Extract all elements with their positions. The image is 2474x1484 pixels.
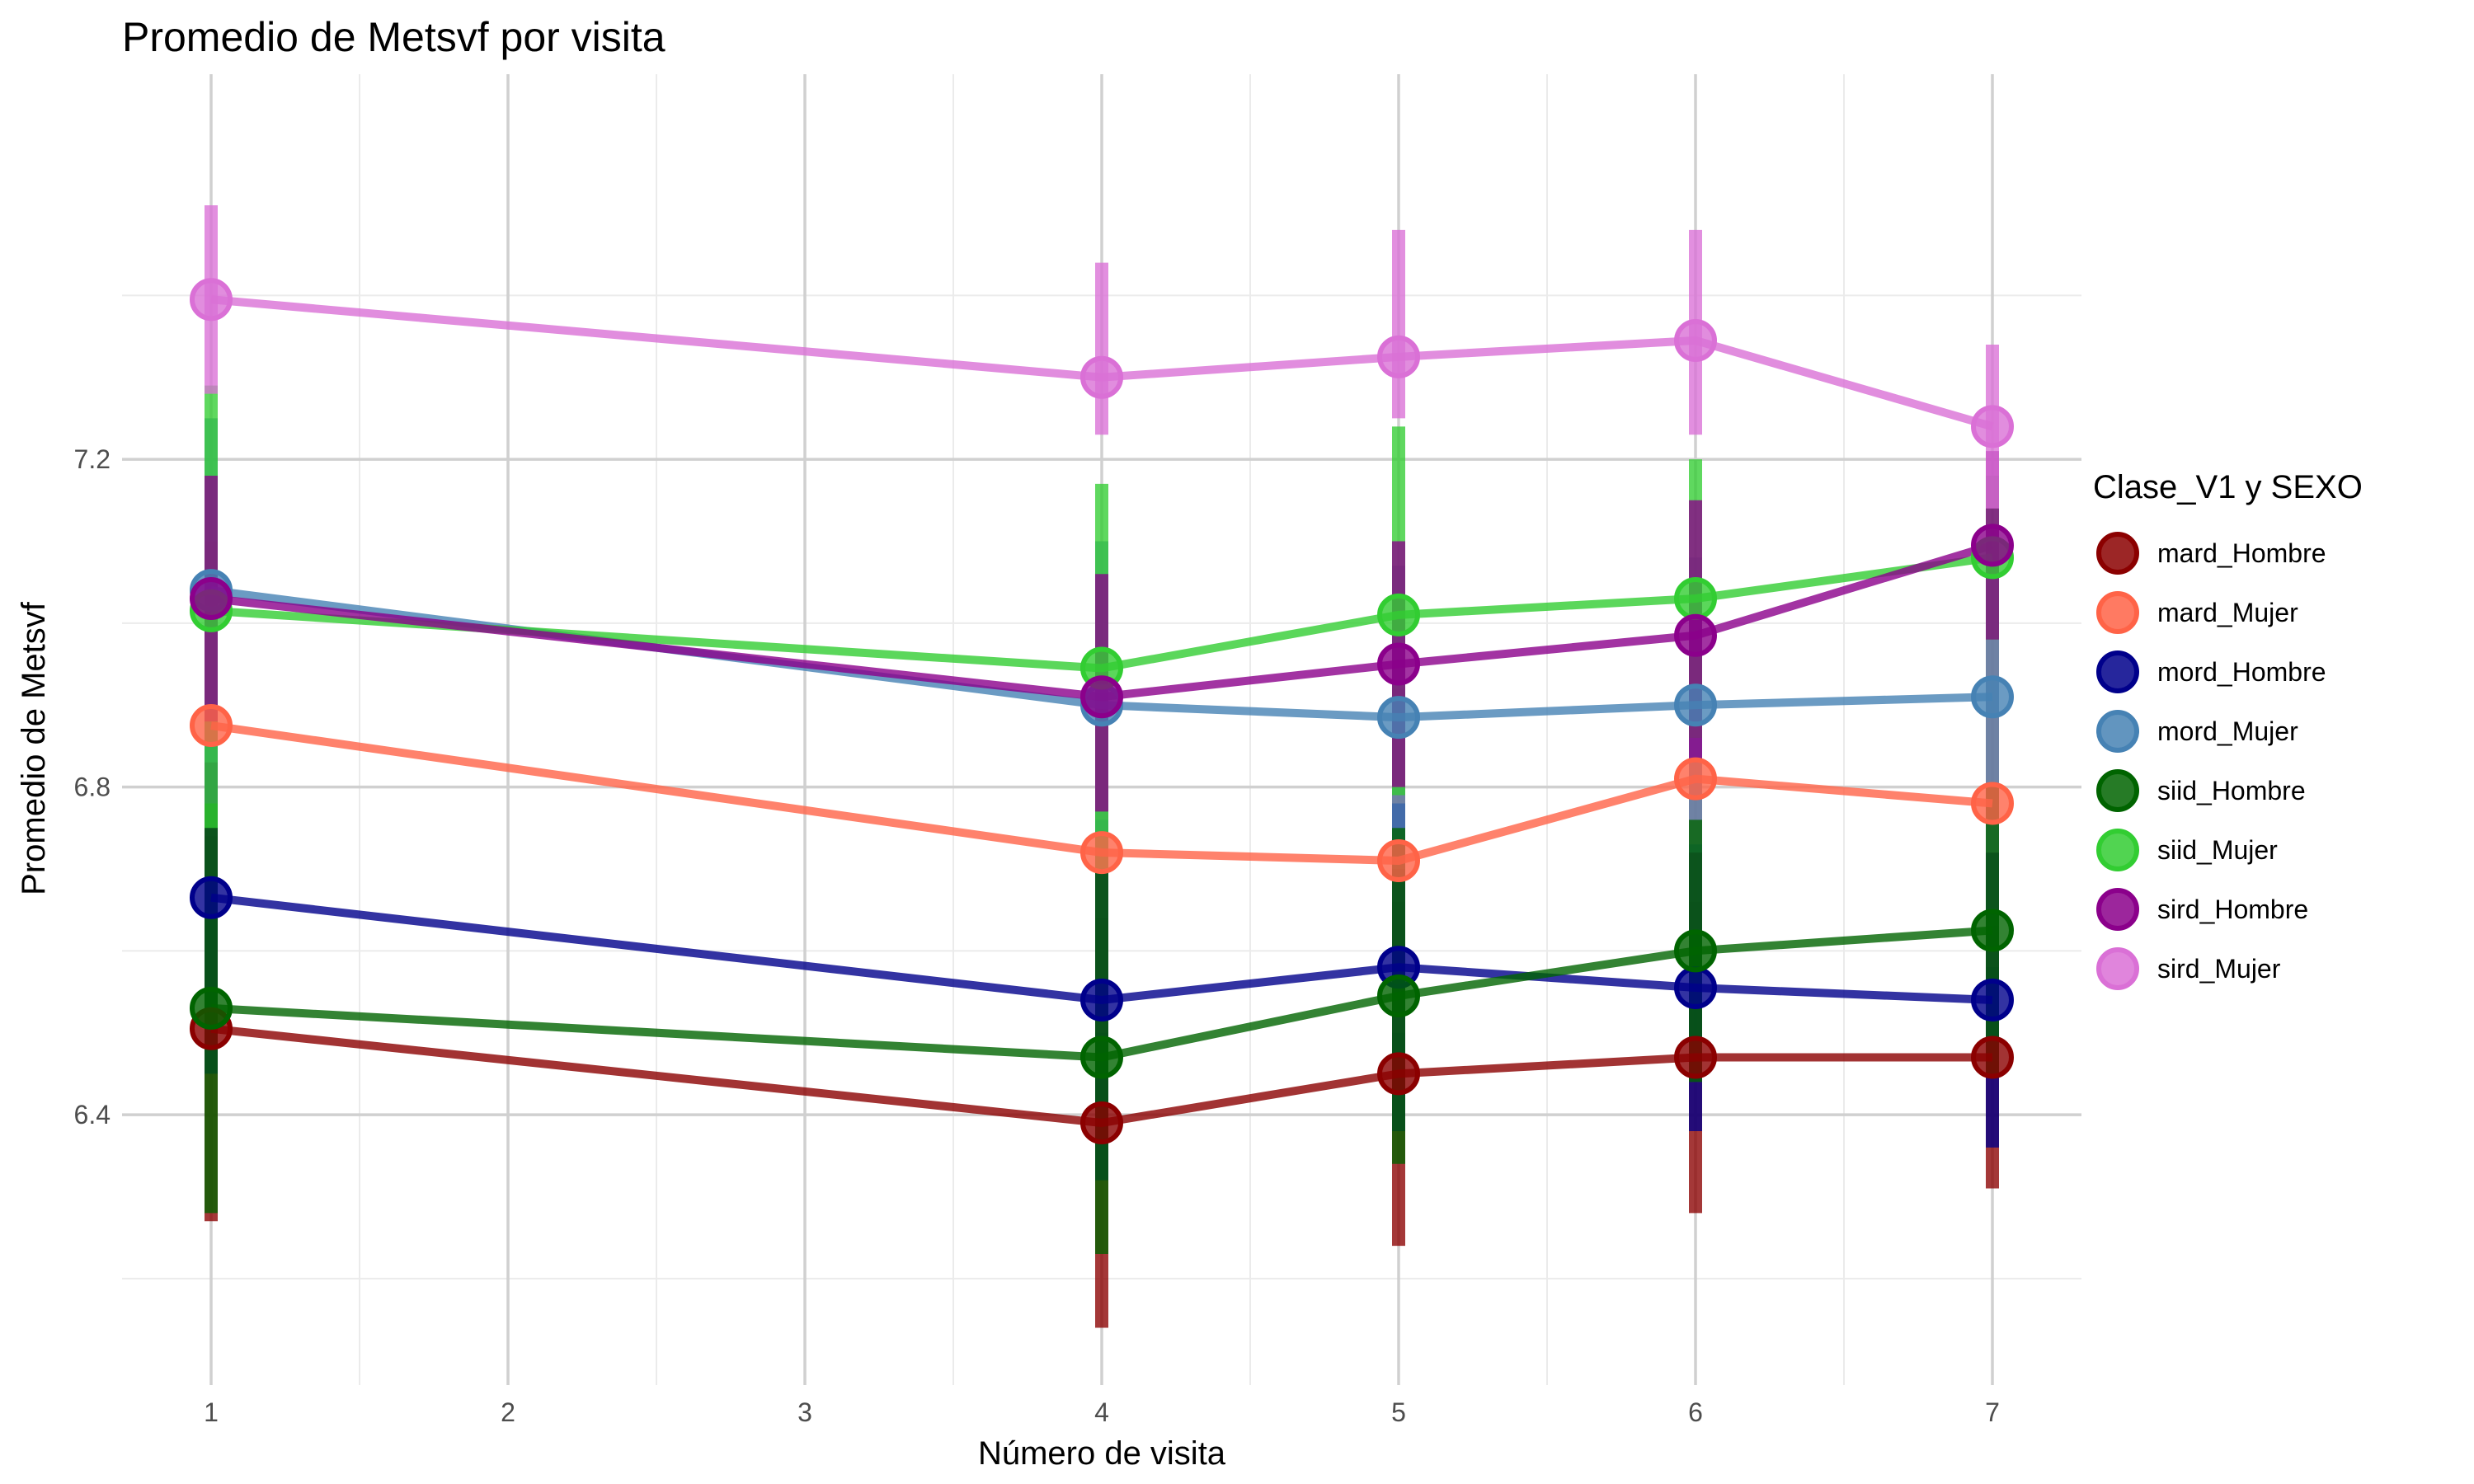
data-point-sird-mujer	[1971, 405, 2014, 448]
data-point-mard-hombre	[1080, 1101, 1123, 1144]
x-axis-title: Número de visita	[978, 1435, 1226, 1472]
data-point-siid-mujer	[1377, 593, 1420, 636]
legend-label-sird-mujer: sird_Mujer	[2157, 954, 2281, 984]
legend-item-siid-hombre: siid_Hombre	[2096, 769, 2306, 812]
legend-item-mard-hombre: mard_Hombre	[2096, 532, 2326, 575]
legend-label-mard-hombre: mard_Hombre	[2157, 538, 2326, 568]
legend-swatch-mard-mujer	[2096, 591, 2139, 634]
data-point-siid-hombre	[190, 986, 233, 1030]
legend-swatch-siid-hombre	[2096, 769, 2139, 812]
legend-label-sird-hombre: sird_Hombre	[2157, 895, 2308, 924]
data-point-mard-mujer	[1377, 839, 1420, 882]
y-tick-label: 6.8	[74, 773, 111, 802]
legend-label-siid-hombre: siid_Hombre	[2157, 776, 2306, 805]
legend-label-mord-mujer: mord_Mujer	[2157, 716, 2298, 746]
legend-item-mord-hombre: mord_Hombre	[2096, 650, 2326, 693]
legend-swatch-mord-hombre	[2096, 650, 2139, 693]
data-point-sird-mujer	[1080, 355, 1123, 399]
legend: Clase_V1 y SEXO mard_Hombre mard_Mujermor…	[2093, 469, 2363, 990]
legend-item-mord-mujer: mord_Mujer	[2096, 710, 2298, 753]
legend-item-mard-mujer: mard_Mujer	[2096, 591, 2298, 634]
legend-swatch-sird-mujer	[2096, 947, 2139, 990]
data-point-mard-mujer	[1971, 782, 2014, 825]
legend-item-siid-mujer: siid_Mujer	[2096, 829, 2278, 871]
legend-swatch-mard-hombre	[2096, 532, 2139, 575]
x-tick-label: 7	[1985, 1397, 2000, 1427]
legend-item-sird-hombre: sird_Hombre	[2096, 888, 2308, 931]
legend-item-sird-mujer: sird_Mujer	[2096, 947, 2281, 990]
data-point-mord-hombre	[190, 876, 233, 919]
data-point-sird-mujer	[1674, 318, 1717, 362]
data-point-mard-hombre	[1674, 1036, 1717, 1079]
data-point-mord-hombre	[1971, 978, 2014, 1021]
data-point-mord-mujer	[1971, 675, 2014, 719]
data-point-mard-mujer	[1080, 831, 1123, 875]
data-point-mard-mujer	[1674, 757, 1717, 801]
x-tick-label: 6	[1688, 1397, 1703, 1427]
data-point-mord-hombre	[1674, 966, 1717, 1010]
legend-swatch-sird-hombre	[2096, 888, 2139, 931]
data-point-mard-hombre	[1377, 1052, 1420, 1096]
data-point-siid-hombre	[1377, 974, 1420, 1017]
legend-label-mard-mujer: mard_Mujer	[2157, 598, 2298, 627]
legend-title: Clase_V1 y SEXO	[2093, 469, 2363, 505]
data-point-sird-hombre	[1674, 613, 1717, 657]
data-point-mord-mujer	[1377, 696, 1420, 740]
x-tick-label: 1	[204, 1397, 219, 1427]
x-tick-label: 3	[797, 1397, 812, 1427]
legend-label-siid-mujer: siid_Mujer	[2157, 835, 2278, 865]
y-axis-ticks: 6.4 6.8 7.2	[74, 444, 111, 1129]
data-point-mord-hombre	[1080, 978, 1123, 1021]
data-point-mard-mujer	[190, 704, 233, 748]
legend-swatch-mord-mujer	[2096, 710, 2139, 753]
data-point-sird-hombre	[190, 577, 233, 620]
x-axis-ticks: 1 2 3 4 5 6 7	[204, 1397, 2000, 1427]
data-point-sird-hombre	[1971, 524, 2014, 567]
data-point-siid-hombre	[1674, 929, 1717, 973]
data-point-mord-mujer	[1674, 683, 1717, 727]
y-axis-title: Promedio de Metsvf	[16, 601, 52, 895]
data-point-siid-mujer	[1674, 577, 1717, 620]
x-tick-label: 4	[1094, 1397, 1109, 1427]
legend-label-mord-hombre: mord_Hombre	[2157, 657, 2326, 687]
series-points	[190, 278, 2014, 1144]
data-point-sird-hombre	[1080, 675, 1123, 719]
x-tick-label: 5	[1391, 1397, 1406, 1427]
data-point-siid-hombre	[1080, 1036, 1123, 1079]
data-point-mard-hombre	[1971, 1036, 2014, 1079]
legend-swatch-siid-mujer	[2096, 829, 2139, 871]
data-point-siid-hombre	[1971, 909, 2014, 952]
chart-title: Promedio de Metsvf por visita	[122, 14, 666, 60]
data-point-sird-hombre	[1377, 642, 1420, 686]
y-tick-label: 6.4	[74, 1100, 111, 1129]
data-point-sird-mujer	[1377, 335, 1420, 378]
y-tick-label: 7.2	[74, 444, 111, 474]
x-tick-label: 2	[501, 1397, 515, 1427]
data-point-sird-mujer	[190, 278, 233, 322]
